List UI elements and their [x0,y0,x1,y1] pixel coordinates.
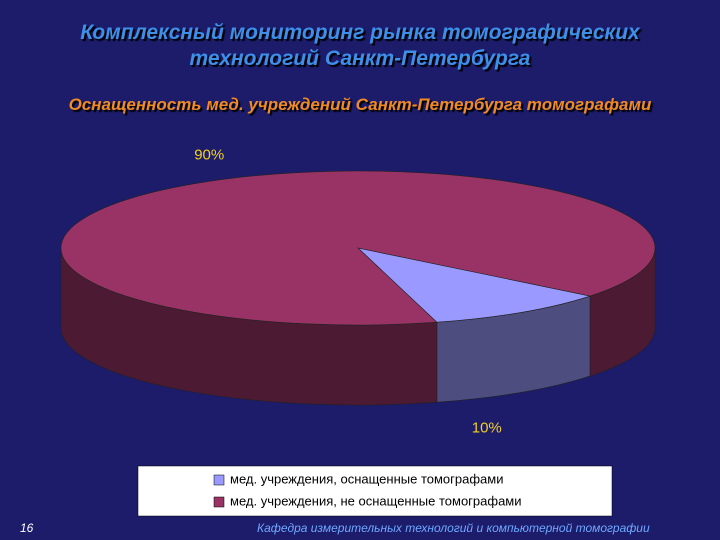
legend: мед. учреждения, оснащенные томографами м… [137,465,613,517]
page-number: 16 [20,521,34,535]
chart-subtitle: Оснащенность мед. учреждений Санкт-Петер… [68,95,652,114]
data-label: 90% [194,146,224,163]
data-label: 10% [472,420,502,437]
pie-slice [60,170,656,326]
legend-swatch [213,474,225,486]
legend-box [137,465,613,517]
legend-label: мед. учреждения, не оснащенные томографа… [230,493,522,508]
slide-title: Комплексный мониторинг рынка томографиче… [80,21,640,70]
legend-label: мед. учреждения, оснащенные томографами [230,471,504,486]
pie-slice [357,247,592,323]
legend-swatch [213,496,225,508]
footer: Кафедра измерительных технологий и компь… [257,521,650,535]
